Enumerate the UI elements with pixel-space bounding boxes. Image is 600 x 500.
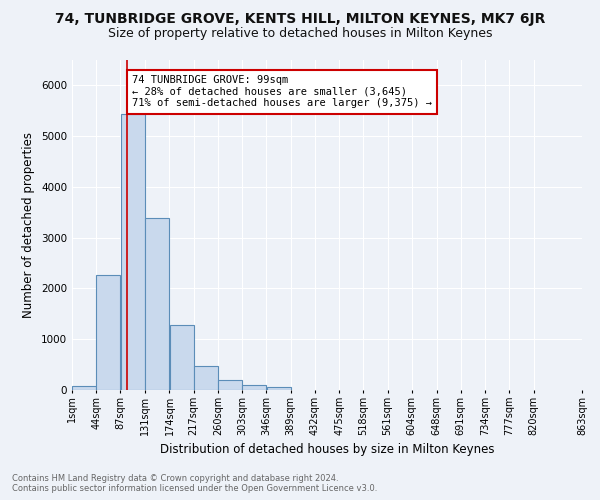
Text: Contains HM Land Registry data © Crown copyright and database right 2024.: Contains HM Land Registry data © Crown c… [12, 474, 338, 483]
X-axis label: Distribution of detached houses by size in Milton Keynes: Distribution of detached houses by size … [160, 444, 494, 456]
Bar [97, 275, 121, 390]
Bar [170, 324, 194, 390]
Bar [121, 114, 145, 390]
Bar [218, 380, 242, 390]
Bar [72, 386, 96, 390]
Bar [145, 218, 169, 390]
Y-axis label: Number of detached properties: Number of detached properties [22, 132, 35, 318]
Text: Contains public sector information licensed under the Open Government Licence v3: Contains public sector information licen… [12, 484, 377, 493]
Text: 74, TUNBRIDGE GROVE, KENTS HILL, MILTON KEYNES, MK7 6JR: 74, TUNBRIDGE GROVE, KENTS HILL, MILTON … [55, 12, 545, 26]
Text: 74 TUNBRIDGE GROVE: 99sqm
← 28% of detached houses are smaller (3,645)
71% of se: 74 TUNBRIDGE GROVE: 99sqm ← 28% of detac… [132, 75, 432, 108]
Bar [266, 388, 290, 390]
Bar [242, 386, 266, 390]
Bar [194, 366, 218, 390]
Text: Size of property relative to detached houses in Milton Keynes: Size of property relative to detached ho… [108, 28, 492, 40]
